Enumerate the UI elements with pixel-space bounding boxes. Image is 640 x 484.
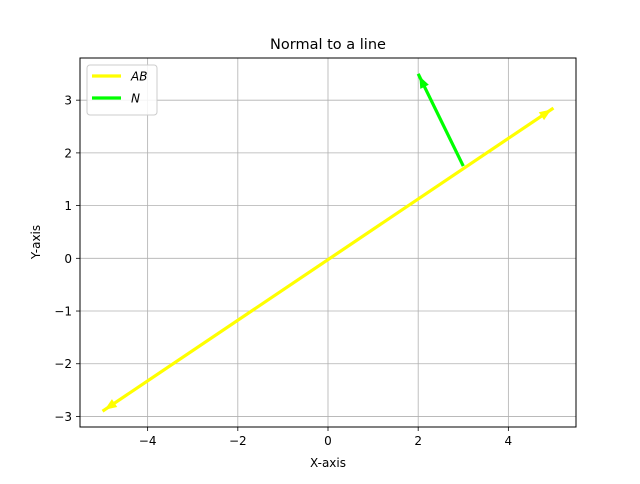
arrowhead-start-ab	[104, 399, 118, 410]
y-tick-label: 0	[64, 252, 72, 266]
legend-label-ab: AB	[130, 70, 147, 84]
y-axis-label: Y-axis	[29, 225, 43, 260]
x-tick-label: −2	[229, 434, 247, 448]
x-tick-label: −4	[139, 434, 157, 448]
y-tick-label: −2	[54, 357, 72, 371]
axis-ticks: −4 −2 0 2 4 −3 −2 −1 0 1 2 3	[54, 94, 512, 448]
x-tick-label: 2	[414, 434, 422, 448]
series-layer	[101, 73, 555, 413]
y-tick-label: −1	[54, 305, 72, 319]
x-tick-label: 0	[324, 434, 332, 448]
chart-title: Normal to a line	[270, 37, 386, 53]
arrowhead-end-n	[419, 76, 429, 89]
x-axis-label: X-axis	[310, 456, 346, 470]
y-tick-label: −3	[54, 410, 72, 424]
series-line-ab	[101, 106, 555, 413]
legend-label-n: N	[131, 92, 140, 106]
series-line-n	[416, 73, 465, 167]
x-tick-label: 4	[505, 434, 513, 448]
y-tick-label: 3	[64, 94, 72, 108]
y-tick-label: 2	[64, 146, 72, 160]
arrowhead-end-ab	[538, 109, 552, 121]
legend: AB N	[86, 64, 158, 116]
y-tick-label: 1	[64, 199, 72, 213]
